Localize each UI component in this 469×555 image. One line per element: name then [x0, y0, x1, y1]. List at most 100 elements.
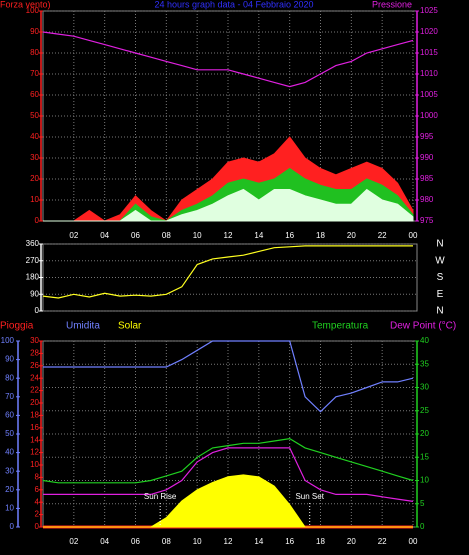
y-tick-label: 0 — [35, 216, 40, 225]
legend-label: Temperatura — [312, 321, 369, 332]
y3-tick-label: 20 — [5, 485, 14, 494]
line — [43, 447, 414, 502]
y-tick-label: 50 — [30, 111, 39, 120]
y2-tick-label: 15 — [420, 452, 429, 461]
x-tick-label: 20 — [347, 231, 356, 240]
y-tick-label: 2 — [35, 510, 40, 519]
y-tick-label: 60 — [30, 90, 39, 99]
x-tick-label: 22 — [378, 537, 387, 546]
line — [43, 340, 414, 413]
y-tick-label: 30 — [30, 336, 39, 345]
x-tick-label: 12 — [224, 537, 233, 546]
y2-tick-label: 40 — [420, 336, 429, 345]
y-tick-label: 8 — [35, 473, 40, 482]
y3-tick-label: 40 — [5, 448, 14, 457]
y-axis-label: Forza vento) — [0, 0, 51, 9]
y3-tick-label: 60 — [5, 411, 14, 420]
y3-tick-label: 100 — [1, 336, 15, 345]
y2-tick-label: 995 — [420, 132, 434, 141]
y-tick-label: 90 — [30, 289, 39, 298]
legend-label: Pioggia — [0, 321, 34, 332]
direction-label: N — [436, 239, 443, 250]
annotation: Sun Rise — [144, 492, 177, 501]
area — [43, 474, 413, 528]
y-tick-label: 90 — [30, 27, 39, 36]
x-tick-label: 12 — [224, 231, 233, 240]
y2-tick-label: 1005 — [420, 90, 438, 99]
direction-label: S — [437, 272, 444, 283]
line — [42, 31, 414, 88]
y-tick-label: 360 — [26, 239, 40, 248]
y-tick-label: 100 — [26, 6, 40, 15]
y3-tick-label: 0 — [10, 522, 15, 531]
x-tick-label: 04 — [100, 231, 109, 240]
x-tick-label: 16 — [285, 231, 294, 240]
y2-tick-label: 25 — [420, 406, 429, 415]
y-tick-label: 14 — [30, 435, 39, 444]
y-tick-label: 4 — [35, 497, 40, 506]
y-tick-label: 70 — [30, 69, 39, 78]
y-tick-label: 22 — [30, 386, 39, 395]
y3-tick-label: 80 — [5, 373, 14, 382]
y2-tick-label: 35 — [420, 359, 429, 368]
line — [42, 437, 414, 484]
y2-tick-label: 975 — [420, 216, 434, 225]
area — [43, 188, 414, 222]
x-tick-label: 02 — [69, 231, 78, 240]
y-tick-label: 20 — [30, 398, 39, 407]
direction-label: E — [437, 289, 444, 300]
legend-label: Dew Point (°C) — [390, 321, 456, 332]
y-tick-label: 0 — [35, 522, 40, 531]
y3-tick-label: 50 — [5, 429, 14, 438]
legend-label: Solar — [118, 321, 142, 332]
legend-label: Umidita — [66, 321, 100, 332]
x-tick-label: 22 — [378, 231, 387, 240]
y-tick-label: 24 — [30, 373, 39, 382]
y2-tick-label: 1000 — [420, 111, 438, 120]
y-tick-label: 26 — [30, 361, 39, 370]
x-tick-label: 08 — [162, 537, 171, 546]
y-tick-label: 10 — [30, 195, 39, 204]
chart-title: 24 hours graph data - 04 Febbraio 2020 — [154, 0, 313, 9]
y2-tick-label: 1025 — [420, 6, 438, 15]
y2-tick-label: 990 — [420, 153, 434, 162]
y-tick-label: 6 — [35, 485, 40, 494]
x-tick-label: 10 — [193, 231, 202, 240]
y2-tick-label: 20 — [420, 429, 429, 438]
y-tick-label: 180 — [26, 273, 40, 282]
x-tick-label: 10 — [193, 537, 202, 546]
x-tick-label: 06 — [131, 231, 140, 240]
y-tick-label: 30 — [30, 153, 39, 162]
y3-tick-label: 10 — [5, 504, 14, 513]
y-tick-label: 0 — [35, 306, 40, 315]
x-tick-label: 00 — [409, 537, 418, 546]
y3-tick-label: 70 — [5, 392, 14, 401]
y-tick-label: 10 — [30, 460, 39, 469]
x-tick-label: 14 — [254, 231, 263, 240]
y2-tick-label: 10 — [420, 476, 429, 485]
y3-tick-label: 90 — [5, 355, 14, 364]
y2-tick-label: 1010 — [420, 69, 438, 78]
y2-tick-label: 30 — [420, 383, 429, 392]
y2-tick-label: 980 — [420, 195, 434, 204]
y-tick-label: 270 — [26, 256, 40, 265]
y-tick-label: 12 — [30, 448, 39, 457]
y-tick-label: 20 — [30, 174, 39, 183]
y2-tick-label: 0 — [420, 522, 425, 531]
y2-tick-label: 1015 — [420, 48, 438, 57]
y2-tick-label: 1020 — [420, 27, 438, 36]
y-tick-label: 28 — [30, 349, 39, 358]
y2-tick-label: 5 — [420, 499, 425, 508]
y2-axis-label: Pressione — [372, 0, 412, 9]
x-tick-label: 08 — [162, 231, 171, 240]
x-tick-label: 00 — [409, 231, 418, 240]
x-tick-label: 18 — [316, 537, 325, 546]
annotation: Sun Set — [295, 492, 324, 501]
y-tick-label: 40 — [30, 132, 39, 141]
y-tick-label: 18 — [30, 411, 39, 420]
y3-tick-label: 30 — [5, 466, 14, 475]
x-tick-label: 06 — [131, 537, 140, 546]
y-tick-label: 80 — [30, 48, 39, 57]
